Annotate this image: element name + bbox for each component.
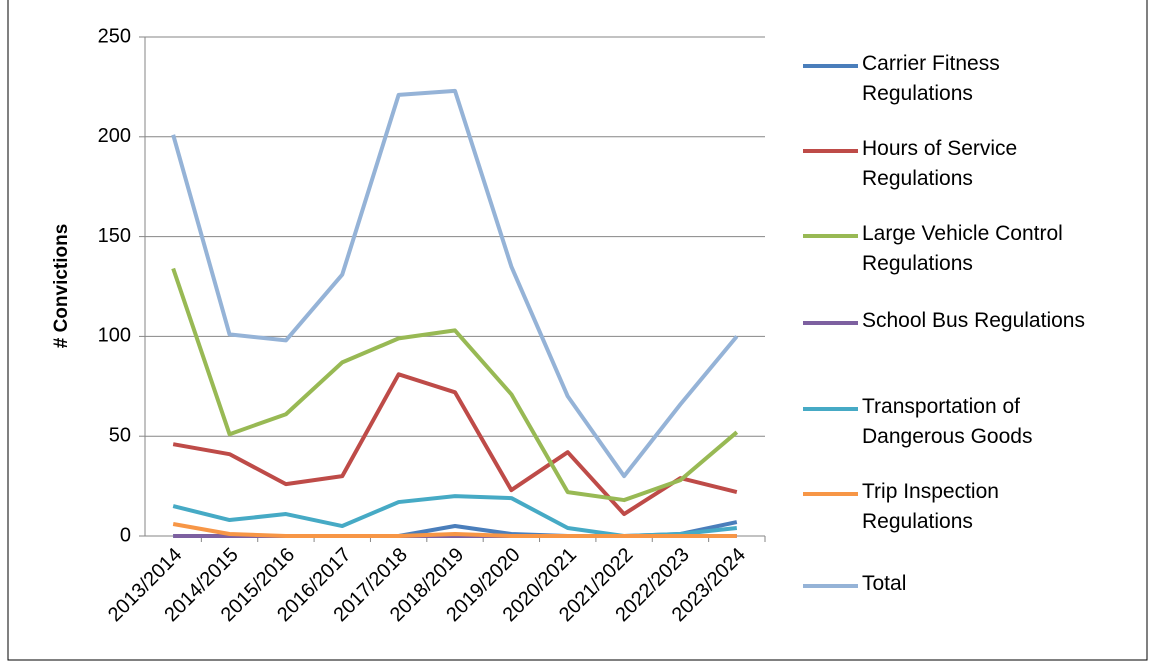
legend-item: Transportation of Dangerous Goods bbox=[803, 395, 1103, 452]
legend-item: Carrier Fitness Regulations bbox=[803, 52, 1103, 109]
y-tick-label: 250 bbox=[98, 25, 131, 47]
legend-label: School Bus Regulations bbox=[862, 309, 1085, 332]
legend-label: Carrier Fitness Regulations bbox=[862, 52, 1000, 105]
legend-item: Hours of Service Regulations bbox=[803, 137, 1103, 194]
legend-label: Large Vehicle Control Regulations bbox=[862, 222, 1063, 275]
legend-swatch bbox=[803, 321, 858, 325]
legend-label: Hours of Service Regulations bbox=[862, 137, 1018, 190]
series-line bbox=[171, 267, 739, 503]
series-line bbox=[172, 522, 737, 538]
series-line bbox=[172, 494, 738, 538]
legend-label: Trip Inspection Regulations bbox=[862, 480, 999, 533]
y-tick-label: 200 bbox=[98, 125, 131, 147]
series-line bbox=[172, 372, 738, 517]
legend-swatch bbox=[803, 407, 858, 411]
legend-label: Total bbox=[862, 572, 907, 595]
legend-item: School Bus Regulations bbox=[803, 309, 1103, 336]
legend-swatch bbox=[803, 492, 858, 496]
y-axis-label: # Convictions bbox=[51, 224, 72, 349]
series-line bbox=[171, 88, 739, 479]
legend-label: Transportation of Dangerous Goods bbox=[862, 395, 1033, 448]
legend-swatch bbox=[803, 234, 858, 238]
legend-swatch bbox=[803, 64, 858, 68]
chart-border bbox=[7, 0, 1148, 661]
y-tick-label: 100 bbox=[98, 325, 131, 347]
legend-item: Total bbox=[803, 572, 1103, 599]
legend-item: Trip Inspection Regulations bbox=[803, 480, 1103, 537]
y-tick-label: 0 bbox=[120, 524, 131, 546]
legend-item: Large Vehicle Control Regulations bbox=[803, 222, 1103, 279]
y-tick-label: 50 bbox=[109, 424, 131, 446]
y-tick-label: 150 bbox=[98, 225, 131, 247]
legend-swatch bbox=[803, 584, 858, 588]
legend-swatch bbox=[803, 149, 858, 153]
